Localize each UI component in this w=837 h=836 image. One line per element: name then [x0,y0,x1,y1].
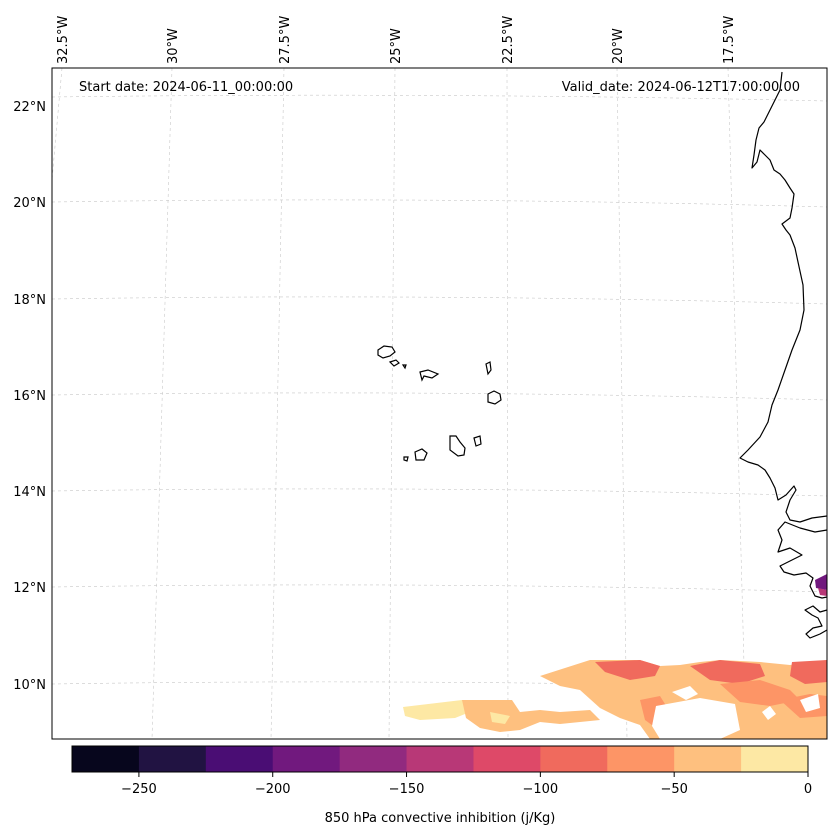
coastlines [739,71,828,639]
africa-coastline-south [777,521,828,599]
cin-fill-light-2 [490,712,510,724]
cin-fill-orange-west [462,700,600,732]
island-brava [403,456,409,462]
lon-label-25w: 25°W [389,28,404,64]
lat-label-14n: 14°N [13,485,46,500]
colorbar-swatch [674,746,742,772]
lon-label-30w: 30°W [166,28,181,64]
lat-label-16n: 16°N [13,389,46,404]
cin-fill-orange-main [540,660,827,739]
colorbar-swatch [473,746,541,772]
colorbar-swatches [72,746,809,772]
colorbar: −250 −200 −150 −100 −50 0 850 hPa convective … [71,745,812,826]
map-background [52,68,827,739]
cin-fill-magenta [818,588,827,596]
lon-label-22-5w: 22.5°W [501,16,516,64]
cape-verde-islands [377,345,502,462]
lon-label-20w: 20°W [611,28,626,64]
colorbar-swatch [138,746,207,772]
colorbar-ticks: −250 −200 −150 −100 −50 0 [121,772,812,797]
africa-coastline [739,71,828,523]
cin-fill-gap-4 [800,694,820,712]
graticule [51,67,828,740]
colorbar-tick-label: −150 [389,782,425,797]
colorbar-swatch [406,746,474,772]
colorbar-tick-label: 0 [804,782,812,797]
longitude-labels: 32.5°W 30°W 27.5°W 25°W 22.5°W 20°W 17.5… [56,16,737,64]
latitude-labels: 22°N 20°N 18°N 16°N 14°N 12°N 10°N [13,100,46,693]
island-boa-vista [487,390,502,405]
cin-fill-purple [815,574,827,590]
island-fogo [414,448,428,461]
colorbar-swatch [205,746,274,772]
island-sao-nicolau [419,369,440,382]
colorbar-swatch [72,746,140,772]
cin-fill-gap-2 [672,686,698,700]
guinea-coast [804,605,828,639]
island-sao-vicente [388,359,400,367]
lat-label-12n: 12°N [13,581,46,596]
colorbar-frame [71,745,809,773]
island-santo-antao [377,345,396,359]
cin-fill-gap-1 [652,698,740,739]
map-frame [51,67,828,740]
lon-label-27-5w: 27.5°W [278,16,293,64]
colorbar-title: 850 hPa convective inhibition (j/Kg) [325,811,556,826]
colorbar-tick-label: −100 [523,782,559,797]
cin-fill-red-1 [595,660,660,680]
lat-label-18n: 18°N [13,293,46,308]
colorbar-swatch [272,746,341,772]
colorbar-swatch [540,746,608,772]
colorbar-tick-label: −50 [660,782,687,797]
colorbar-swatch [607,746,675,772]
cin-contour-fills [403,574,827,739]
cin-fill-light [403,700,475,720]
cin-fill-gap-3 [762,706,776,720]
island-santiago [449,435,466,457]
island-maio [473,435,482,447]
colorbar-swatch [339,746,408,772]
lat-label-10n: 10°N [13,678,46,693]
lon-label-17-5w: 17.5°W [722,16,737,64]
colorbar-tick-label: −200 [255,782,291,797]
cin-fill-red-3 [790,660,827,684]
island-santa-luzia [401,364,407,370]
cin-fill-salmon-1 [720,680,800,706]
valid-date-text: Valid_date: 2024-06-12T17:00:00.00 [562,80,800,95]
colorbar-swatch [741,746,809,772]
lat-label-20n: 20°N [13,196,46,211]
colorbar-tick-label: −250 [121,782,157,797]
lat-label-22n: 22°N [13,100,46,115]
cin-fill-red-2 [690,660,765,684]
island-sal [485,361,492,376]
start-date-text: Start date: 2024-06-11_00:00:00 [79,80,293,95]
lon-label-32-5w: 32.5°W [56,16,71,64]
